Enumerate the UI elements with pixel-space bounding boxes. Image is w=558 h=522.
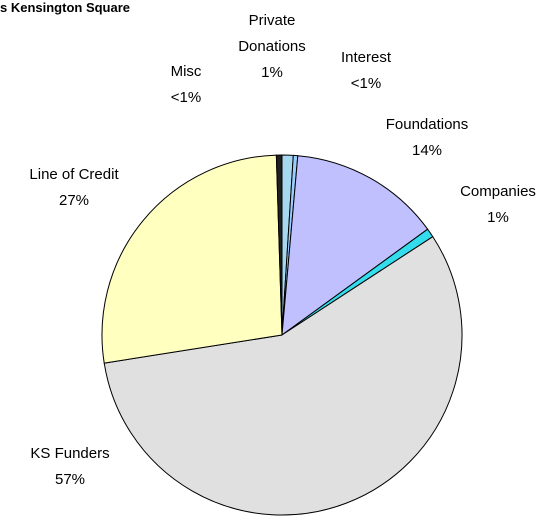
- category-label: Interest: [340, 49, 392, 66]
- value-label: 57%: [54, 471, 86, 488]
- category-label: KS Funders: [30, 445, 110, 462]
- value-label: <1%: [350, 75, 382, 92]
- category-label: Private Donations: [238, 12, 306, 55]
- pie-slice: [103, 235, 463, 516]
- pie-slice: [101, 154, 283, 364]
- slice-label: Interest <1%: [326, 45, 406, 97]
- chart-title: s Kensington Square: [0, 0, 131, 15]
- pie-slice: [275, 154, 283, 336]
- category-label: Line of Credit: [29, 166, 119, 183]
- slice-label: Misc <1%: [156, 59, 216, 111]
- category-label: Companies: [460, 183, 536, 200]
- value-label: 27%: [58, 192, 90, 209]
- value-label: 1%: [487, 209, 509, 226]
- slice-label: Line of Credit 27%: [9, 162, 139, 214]
- slice-label: KS Funders 57%: [15, 441, 125, 493]
- slice-label: Private Donations 1%: [227, 8, 317, 86]
- value-label: 1%: [261, 64, 283, 81]
- pie-slice: [281, 155, 429, 337]
- slice-label: Companies 1%: [448, 179, 548, 231]
- category-label: Foundations: [385, 116, 469, 133]
- value-label: 14%: [411, 142, 443, 159]
- value-label: <1%: [170, 89, 202, 106]
- slice-label: Foundations 14%: [372, 112, 482, 164]
- category-label: Misc: [170, 63, 202, 80]
